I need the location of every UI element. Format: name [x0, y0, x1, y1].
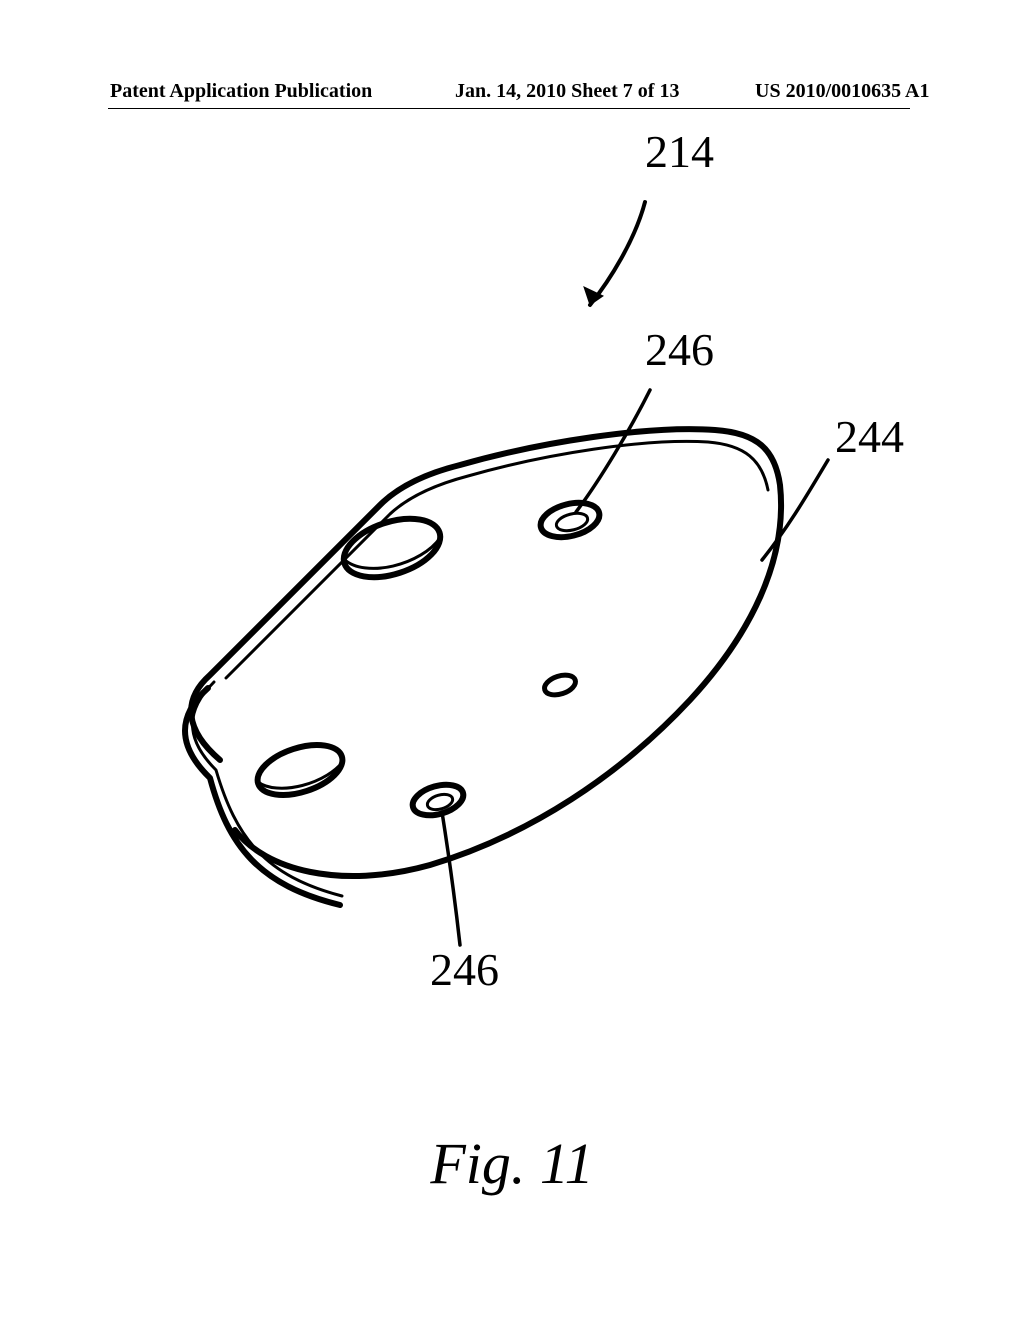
- plate-top-outline: [191, 429, 781, 876]
- hole-large-bottom-left-rim: [258, 760, 344, 788]
- leader-214: [590, 202, 645, 305]
- header-right: US 2010/0010635 A1: [755, 80, 929, 103]
- patent-figure: 214 246 244 246: [90, 130, 930, 1130]
- hole-small-center: [542, 671, 578, 698]
- leader-246-bottom: [442, 812, 460, 945]
- figure-caption: Fig. 11: [0, 1130, 1024, 1197]
- ref-244: 244: [835, 410, 904, 463]
- header-rule: [108, 108, 910, 109]
- leader-244: [762, 460, 828, 560]
- header-center: Jan. 14, 2010 Sheet 7 of 13: [455, 80, 679, 103]
- hole-small-top-right: [537, 497, 603, 543]
- ref-246-top: 246: [645, 323, 714, 376]
- hole-small-bottom: [409, 779, 467, 820]
- ref-246-bottom: 246: [430, 943, 499, 996]
- ref-214: 214: [645, 125, 714, 178]
- header-left: Patent Application Publication: [110, 80, 372, 103]
- figure-drawing: [90, 130, 930, 1130]
- hole-large-top-left-rim: [345, 538, 440, 568]
- plate-top-inner-rim: [226, 441, 768, 678]
